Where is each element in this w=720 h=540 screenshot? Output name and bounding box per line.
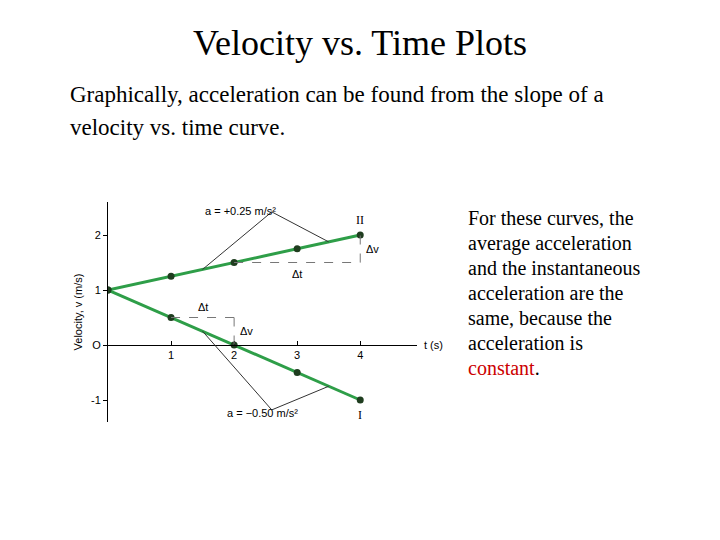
svg-text:Velocity, v (m/s): Velocity, v (m/s) (72, 274, 84, 351)
html-text:For these curves, the average: For these curves, the average accelerati… (468, 207, 641, 354)
svg-text:Δv: Δv (240, 325, 253, 337)
svg-text:3: 3 (294, 349, 300, 361)
svg-text:1: 1 (168, 349, 174, 361)
html-text:Graphically, acceleration can: Graphically, acceleration can be found f… (70, 82, 604, 141)
svg-text:t (s): t (s) (424, 339, 443, 351)
svg-text:a = −0.50 m/s²: a = −0.50 m/s² (227, 407, 298, 419)
html-text:Velocity vs. Time Plots: Velocity vs. Time Plots (193, 23, 527, 63)
svg-text:Δt: Δt (292, 268, 302, 280)
html-text:constant.: constant. (468, 357, 540, 379)
svg-text:a = +0.25 m/s²: a = +0.25 m/s² (205, 205, 276, 217)
svg-text:Δt: Δt (198, 301, 208, 313)
svg-text:1: 1 (95, 284, 101, 296)
svg-text:Δv: Δv (366, 243, 379, 255)
svg-text:O: O (92, 339, 101, 351)
svg-text:2: 2 (95, 229, 101, 241)
svg-text:2: 2 (231, 349, 237, 361)
svg-text:I: I (358, 408, 362, 422)
svg-text:-1: -1 (91, 394, 101, 406)
svg-text:4: 4 (357, 349, 363, 361)
svg-text:II: II (356, 213, 364, 227)
